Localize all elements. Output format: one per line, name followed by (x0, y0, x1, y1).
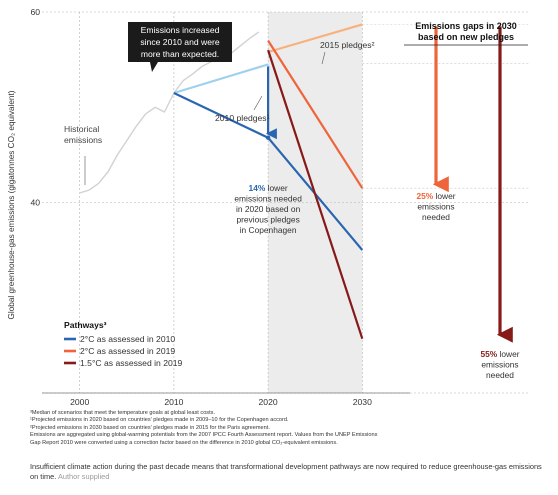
gap-25-rest: lower (433, 191, 456, 201)
gap-14-pct: 14% (249, 183, 266, 193)
footnote: ³Median of scenarios that meet the tempe… (30, 410, 216, 416)
footnote: Emissions are aggregated using global-wa… (30, 432, 378, 439)
pledges-2010-leader (253, 95, 263, 111)
footnote: Gap Report 2010 were converted using a c… (30, 439, 338, 446)
historical-label: Historical (64, 124, 99, 134)
y-tick-label: 60 (30, 7, 40, 17)
series-line-1 (267, 40, 364, 189)
pledges-2015-label: 2015 pledges² (320, 40, 375, 50)
pledges-2010-line (173, 63, 269, 95)
gap-55-line: emissions (481, 360, 518, 370)
legend-label-1: 2°C as assessed in 2019 (80, 346, 175, 356)
caption-credit: Author supplied (57, 472, 110, 481)
gap-25-line: emissions (417, 202, 454, 212)
gap-14-rest: lower (265, 183, 288, 193)
gap-14-line: previous pledges (236, 215, 299, 225)
gaps-header-line: Emissions gaps in 2030 (415, 21, 517, 31)
gap-14-line: emissions needed (234, 194, 302, 204)
legend-label-2: 1.5°C as assessed in 2019 (80, 358, 183, 368)
callout-box (128, 22, 232, 62)
gap-55-line: needed (486, 370, 514, 380)
footnotes: ³Median of scenarios that meet the tempe… (30, 410, 530, 447)
callout-pointer (150, 62, 158, 72)
pledges-2010-label: 2010 pledges¹ (215, 113, 270, 123)
x-tick-label: 2020 (259, 397, 278, 407)
gap-25-line: needed (422, 212, 450, 222)
gaps-header-line: based on new pledges (418, 32, 514, 42)
callout-text: more than expected. (141, 49, 219, 59)
legend-label-0: 2°C as assessed in 2010 (80, 334, 175, 344)
x-tick-label: 2030 (353, 397, 372, 407)
callout-text: since 2010 and were (140, 37, 220, 47)
legend-title: Pathways³ (64, 320, 107, 330)
gap-14-line: in Copenhagen (240, 225, 297, 235)
figure-caption: Insufficient climate action during the p… (30, 462, 545, 482)
y-tick-label: 40 (30, 198, 40, 208)
callout-text: Emissions increased (141, 25, 220, 35)
gap-25-pct: 25% (416, 191, 433, 201)
footnote: ¹Projected emissions in 2020 based on co… (30, 417, 289, 424)
y-axis-label: Global greenhouse-gas emissions (gigaton… (7, 90, 16, 319)
gap-14-line: 14% lower (249, 183, 288, 193)
caption-text: Insufficient climate action during the p… (30, 462, 542, 481)
x-tick-label: 2010 (164, 397, 183, 407)
gap-25-line: 25% lower (416, 191, 455, 201)
gap-55-line: 55% lower (480, 349, 519, 359)
footnote: ²Projected emissions in 2030 based on co… (30, 424, 270, 431)
series-line-2 (267, 49, 364, 340)
x-tick-label: 2000 (70, 397, 89, 407)
gap-55-pct: 55% (480, 349, 497, 359)
historical-label: emissions (64, 135, 102, 145)
pledges-2015-leader (321, 51, 326, 65)
pledges-2015-line (267, 23, 363, 54)
gap-14-line: in 2020 based on (236, 204, 301, 214)
marker-dot (265, 135, 271, 140)
gap-55-rest: lower (497, 349, 520, 359)
